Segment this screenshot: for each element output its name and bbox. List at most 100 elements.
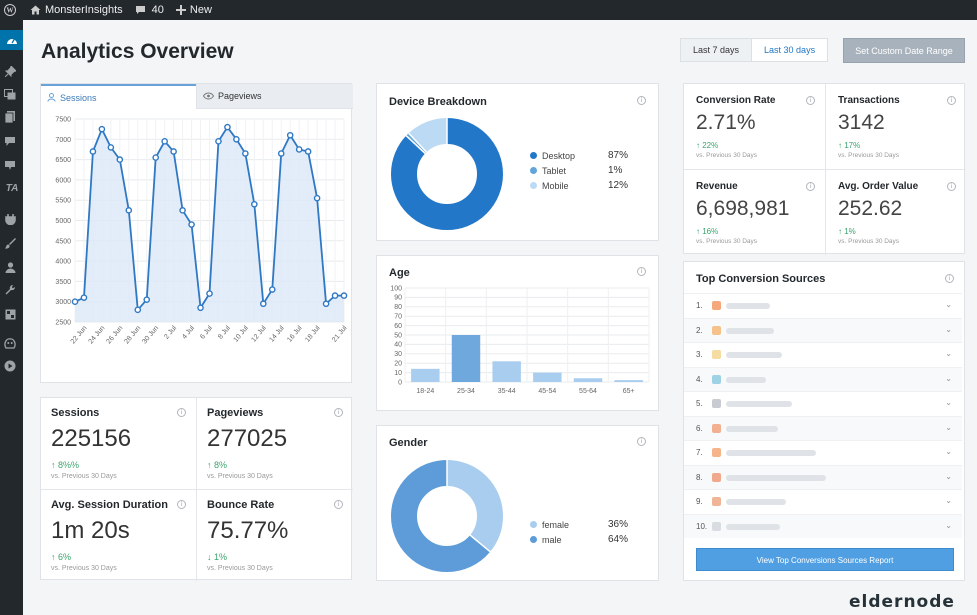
- source-row[interactable]: 10. ⌄: [684, 513, 962, 538]
- info-icon[interactable]: i: [177, 408, 186, 417]
- custom-date-range-button[interactable]: Set Custom Date Range: [843, 38, 965, 63]
- chevron-down-icon[interactable]: ⌄: [945, 520, 952, 530]
- pin-icon[interactable]: [3, 64, 17, 78]
- info-icon[interactable]: i: [334, 500, 343, 509]
- data-point[interactable]: [295, 146, 303, 153]
- last-7-days-button[interactable]: Last 7 days: [681, 39, 753, 61]
- data-point[interactable]: [80, 294, 88, 301]
- y-tick-label: 70: [394, 314, 402, 321]
- source-row[interactable]: 1. ⌄: [684, 293, 962, 318]
- appearance-icon[interactable]: [3, 236, 17, 250]
- chevron-down-icon[interactable]: ⌄: [945, 349, 952, 358]
- feedback-icon[interactable]: [3, 158, 17, 172]
- data-point[interactable]: [242, 150, 249, 157]
- dashboard-icon[interactable]: [0, 30, 23, 50]
- site-name-link[interactable]: MonsterInsights: [30, 0, 123, 20]
- chevron-down-icon[interactable]: ⌄: [945, 471, 952, 481]
- last-30-days-button[interactable]: Last 30 days: [764, 45, 816, 55]
- media-icon[interactable]: [3, 87, 17, 101]
- info-icon[interactable]: i: [637, 437, 646, 446]
- comments-icon[interactable]: [3, 134, 17, 148]
- data-point[interactable]: [134, 306, 142, 314]
- info-icon[interactable]: i: [947, 96, 956, 105]
- source-row[interactable]: 6. ⌄: [684, 415, 962, 440]
- data-point[interactable]: [286, 131, 294, 139]
- view-report-button[interactable]: View Top Conversions Sources Report: [696, 548, 954, 571]
- data-point[interactable]: [215, 138, 222, 145]
- info-icon[interactable]: i: [637, 96, 646, 105]
- chevron-down-icon[interactable]: ⌄: [945, 300, 952, 309]
- data-point[interactable]: [116, 156, 124, 163]
- age-bar[interactable]: [614, 380, 643, 382]
- x-tick-label: 35-44: [498, 388, 516, 395]
- source-row[interactable]: 5. ⌄: [684, 391, 962, 416]
- data-point[interactable]: [233, 135, 240, 143]
- admin-sidebar: TA: [0, 20, 23, 615]
- data-point[interactable]: [98, 125, 106, 133]
- data-point[interactable]: [268, 286, 276, 293]
- y-tick-label: 10: [394, 370, 402, 377]
- tools-icon[interactable]: [3, 283, 17, 297]
- y-tick-label: 3500: [55, 279, 71, 286]
- tab-pageviews[interactable]: Pageviews: [196, 84, 353, 109]
- data-point[interactable]: [224, 123, 231, 131]
- age-bar[interactable]: [533, 372, 562, 382]
- data-point[interactable]: [277, 150, 285, 157]
- data-point[interactable]: [304, 148, 312, 155]
- wordpress-logo[interactable]: W: [4, 0, 16, 20]
- source-rank: 3.: [696, 350, 703, 359]
- data-point[interactable]: [340, 292, 348, 299]
- info-icon[interactable]: i: [806, 96, 815, 105]
- ta-icon[interactable]: TA: [5, 182, 19, 194]
- age-bar[interactable]: [411, 368, 440, 382]
- data-point[interactable]: [125, 207, 133, 214]
- source-row[interactable]: 9. ⌄: [684, 489, 962, 514]
- data-point[interactable]: [107, 144, 115, 151]
- data-point[interactable]: [259, 300, 267, 308]
- source-row[interactable]: 3. ⌄: [684, 342, 962, 367]
- data-point[interactable]: [197, 304, 204, 312]
- pages-icon[interactable]: [3, 110, 17, 124]
- chevron-down-icon[interactable]: ⌄: [945, 324, 952, 334]
- chevron-down-icon[interactable]: ⌄: [945, 447, 952, 456]
- new-content-link[interactable]: New: [175, 0, 212, 20]
- source-row[interactable]: 2. ⌄: [684, 317, 962, 342]
- age-bar[interactable]: [573, 378, 603, 382]
- source-row[interactable]: 8. ⌄: [684, 464, 962, 489]
- age-bar[interactable]: [451, 335, 481, 382]
- chevron-down-icon[interactable]: ⌄: [945, 422, 952, 432]
- data-point[interactable]: [313, 194, 321, 202]
- data-point[interactable]: [322, 300, 330, 308]
- data-point[interactable]: [71, 298, 79, 305]
- source-row[interactable]: 4. ⌄: [684, 366, 962, 391]
- data-point[interactable]: [179, 207, 186, 214]
- chevron-down-icon[interactable]: ⌄: [945, 398, 952, 407]
- data-point[interactable]: [331, 292, 339, 299]
- plugins-icon[interactable]: [3, 212, 17, 226]
- chevron-down-icon[interactable]: ⌄: [945, 373, 952, 383]
- favicon-icon: [712, 301, 721, 310]
- data-point[interactable]: [188, 221, 195, 228]
- data-point[interactable]: [206, 290, 213, 297]
- data-point[interactable]: [89, 148, 97, 155]
- insights-icon[interactable]: [3, 336, 17, 350]
- data-point[interactable]: [161, 138, 168, 145]
- info-icon[interactable]: i: [947, 182, 956, 191]
- data-point[interactable]: [251, 200, 258, 208]
- chevron-down-icon[interactable]: ⌄: [945, 496, 952, 505]
- data-point[interactable]: [143, 296, 151, 303]
- data-point[interactable]: [152, 154, 159, 161]
- users-icon[interactable]: [3, 260, 17, 274]
- tab-sessions[interactable]: Sessions: [41, 84, 196, 109]
- source-row[interactable]: 7. ⌄: [684, 440, 962, 465]
- info-icon[interactable]: i: [945, 274, 954, 283]
- info-icon[interactable]: i: [177, 500, 186, 509]
- comments-link[interactable]: 40: [135, 0, 164, 20]
- info-icon[interactable]: i: [806, 182, 815, 191]
- age-bar[interactable]: [492, 361, 521, 382]
- play-icon[interactable]: [3, 359, 17, 373]
- settings-icon[interactable]: [3, 307, 17, 321]
- info-icon[interactable]: i: [637, 267, 646, 276]
- info-icon[interactable]: i: [334, 408, 343, 417]
- data-point[interactable]: [170, 148, 177, 155]
